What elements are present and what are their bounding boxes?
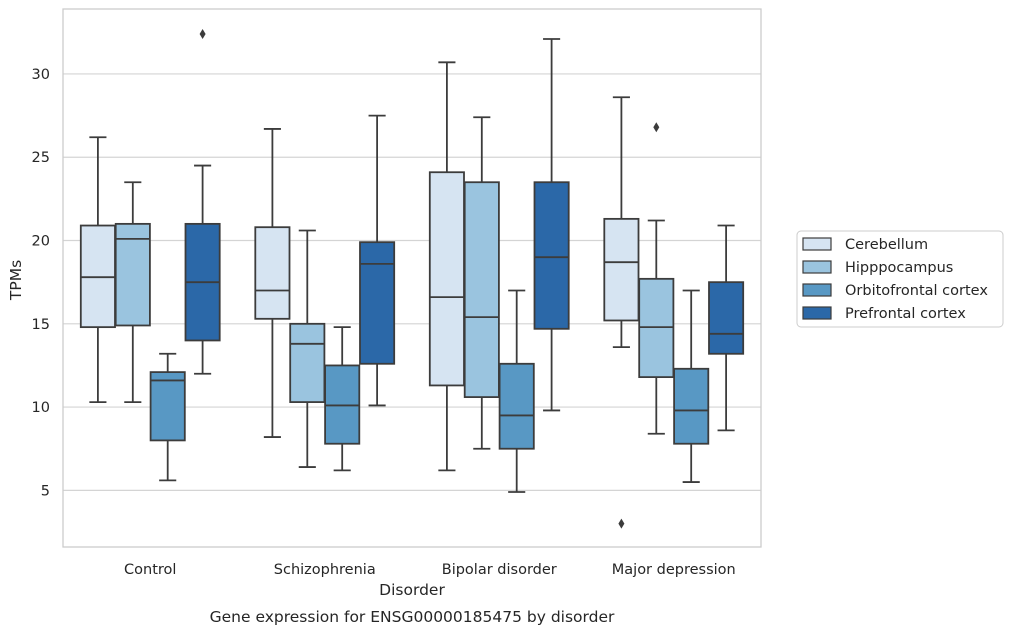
box-body [708, 281, 745, 355]
box-prefrontal-cortex [184, 28, 221, 375]
legend-label: Hipppocampus [845, 260, 953, 276]
legend-swatch [802, 260, 832, 274]
box-cerebellum [428, 61, 465, 472]
x-axis-label: Disorder [379, 581, 445, 599]
legend: Cerebellum Hipppocampus Orbitofrontal cort… [796, 230, 1004, 328]
box-body [463, 181, 500, 398]
box-hipppocampus [289, 229, 326, 468]
y-tick-label: 20 [32, 234, 50, 250]
y-tick-label: 10 [32, 400, 50, 416]
x-tick-label: Control [124, 562, 176, 578]
box-prefrontal-cortex [708, 224, 745, 432]
outlier-point [199, 28, 206, 39]
legend-label: Prefrontal cortex [845, 306, 966, 322]
y-tick-labels: 5 10 15 20 25 30 [32, 67, 50, 499]
y-tick-label: 5 [41, 483, 50, 499]
outlier-point [618, 518, 625, 529]
box-orbitofrontal-cortex [673, 289, 710, 483]
box-body [673, 367, 710, 445]
legend-label: Orbitofrontal cortex [845, 283, 988, 299]
box-body [603, 217, 640, 322]
box-body [428, 171, 465, 387]
box-orbitofrontal-cortex [149, 352, 186, 482]
box-hipppocampus [463, 116, 500, 450]
box-body [498, 362, 535, 450]
y-tick-label: 25 [32, 150, 50, 166]
legend-label: Cerebellum [845, 237, 928, 253]
box-body [254, 226, 291, 320]
chart-caption: Gene expression for ENSG00000185475 by d… [210, 608, 615, 626]
x-tick-label: Bipolar disorder [442, 562, 557, 578]
legend-swatch [802, 283, 832, 297]
legend-swatch [802, 306, 832, 320]
x-tick-label: Schizophrenia [274, 562, 376, 578]
box-cerebellum [254, 128, 291, 438]
legend-frame [796, 230, 1004, 328]
box-body [533, 181, 570, 330]
box-body [114, 222, 151, 327]
plot-frame [62, 8, 762, 548]
box-orbitofrontal-cortex [324, 326, 361, 472]
box-cerebellum [79, 136, 116, 403]
box-cerebellum [603, 96, 640, 529]
legend-swatch [802, 237, 832, 251]
box-prefrontal-cortex [359, 114, 396, 407]
box-prefrontal-cortex [533, 38, 570, 412]
outlier-point [653, 122, 660, 133]
x-tick-label: Major depression [612, 562, 736, 578]
box-hipppocampus [638, 122, 675, 435]
box-body [359, 241, 396, 365]
boxes-layer [79, 28, 745, 529]
box-body [289, 322, 326, 403]
y-tick-label: 30 [32, 67, 50, 83]
box-body [149, 371, 186, 442]
box-orbitofrontal-cortex [498, 289, 535, 493]
y-tick-label: 15 [32, 317, 50, 333]
box-hipppocampus [114, 181, 151, 403]
x-tick-labels: Control Schizophrenia Bipolar disorder Majo… [124, 562, 736, 578]
y-axis-label: TPMs [7, 260, 25, 301]
